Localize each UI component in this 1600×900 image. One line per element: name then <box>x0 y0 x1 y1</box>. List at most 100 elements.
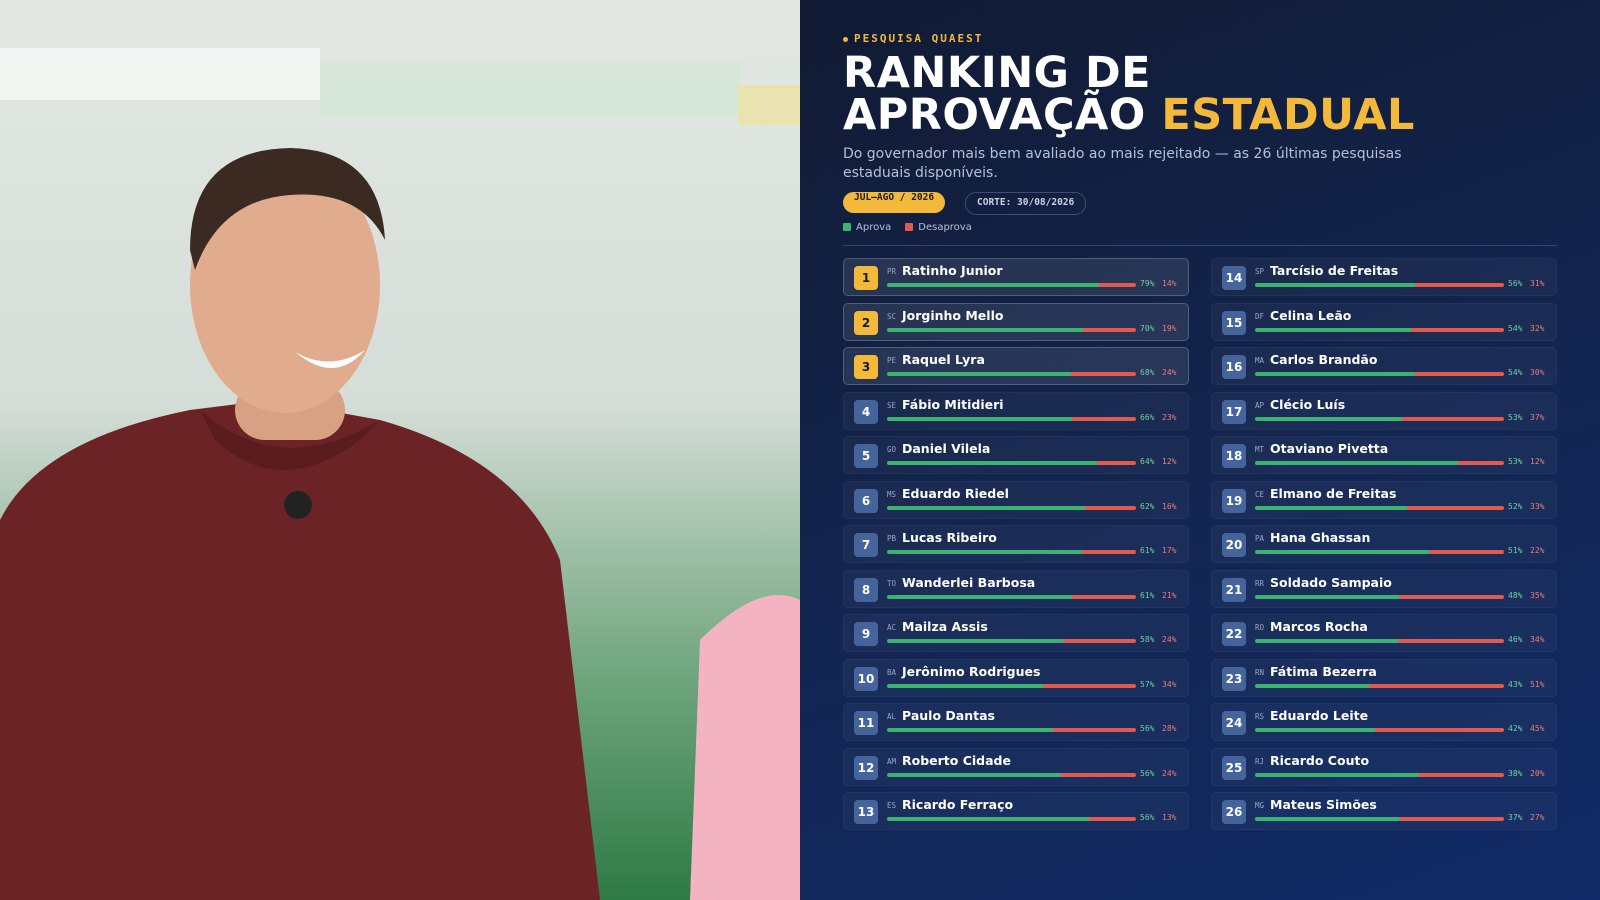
approve-label: 56% <box>1508 279 1523 288</box>
approve-segment <box>887 372 1072 376</box>
ranking-row: 23 RN Fátima Bezerra 43% 51% <box>1211 658 1557 697</box>
disapprove-segment <box>1428 550 1504 554</box>
approve-label: 38% <box>1508 768 1523 778</box>
ranking-row: 1 PR Ratinho Junior 79% 14% <box>843 258 1189 296</box>
second-person <box>690 595 800 900</box>
photo <box>0 0 800 900</box>
state-code: RO <box>1255 623 1265 632</box>
disapprove-segment <box>1082 327 1136 332</box>
approval-bar <box>887 550 1136 554</box>
rank-badge: 16 <box>1222 355 1246 379</box>
rank-badge: 11 <box>854 711 878 735</box>
state-code: TO <box>887 578 897 588</box>
disapprove-segment <box>1375 728 1504 732</box>
approve-segment <box>887 772 1062 777</box>
disapprove-segment <box>1063 639 1136 643</box>
person-head <box>190 157 380 413</box>
ranking-row: 10 BA Jerônimo Rodrigues 57% 34% <box>843 658 1189 697</box>
ranking-row: 16 MA Carlos Brandão 54% 30% <box>1211 347 1557 385</box>
disapprove-label: 21% <box>1162 590 1177 600</box>
state-code: DF <box>1255 311 1265 321</box>
approval-bar <box>887 772 1136 777</box>
governor-name: Fábio Mitidieri <box>902 396 1004 412</box>
governor-name: Celina Leão <box>1270 307 1352 323</box>
approve-label: 64% <box>1140 457 1155 466</box>
state-code: PA <box>1255 534 1265 543</box>
disapprove-segment <box>1418 772 1504 777</box>
governor-name: Jerônimo Rodrigues <box>902 663 1041 679</box>
disapprove-label: 16% <box>1162 501 1177 511</box>
disapprove-label: 33% <box>1530 501 1545 511</box>
ranking-row: 5 GO Daniel Vilela 64% 12% <box>843 436 1189 474</box>
ranking-row: 7 PB Lucas Ribeiro 61% 17% <box>843 525 1189 563</box>
approve-label: 51% <box>1508 546 1523 555</box>
governor-name: Ricardo Ferraço <box>902 797 1014 812</box>
disapprove-segment <box>1401 416 1504 421</box>
approve-label: 68% <box>1140 368 1155 377</box>
title-text: APROVAÇÃO <box>843 90 1146 140</box>
state-code: MA <box>1255 356 1265 365</box>
ranking-row: 18 MT Otaviano Pivetta 53% 12% <box>1211 436 1557 474</box>
approve-segment <box>887 817 1090 821</box>
approve-label: 37% <box>1508 813 1523 822</box>
title-highlight: ESTADUAL <box>1161 90 1415 140</box>
governor-name: Wanderlei Barbosa <box>902 574 1036 590</box>
divider <box>843 245 1557 246</box>
approval-bar <box>887 594 1136 599</box>
disapprove-segment <box>1096 461 1136 465</box>
approve-segment <box>887 728 1053 732</box>
approve-segment <box>1255 372 1416 376</box>
disapprove-label: 23% <box>1162 412 1177 422</box>
title-line: RANKING DE <box>843 48 1152 98</box>
disapprove-segment <box>1071 372 1136 376</box>
approve-segment <box>1255 327 1412 332</box>
approval-bar <box>1255 594 1504 599</box>
governor-name: Raquel Lyra <box>902 352 985 367</box>
state-code: CE <box>1255 489 1265 499</box>
disapprove-label: 14% <box>1162 279 1177 288</box>
legend-entry: Desaprova <box>905 222 972 233</box>
disapprove-label: 32% <box>1530 323 1545 333</box>
approve-segment <box>887 550 1082 554</box>
disapprove-segment <box>1399 594 1504 599</box>
ranking-row: 24 RS Eduardo Leite 42% 45% <box>1211 703 1557 741</box>
disapprove-segment <box>1072 594 1136 599</box>
governor-name: Otaviano Pivetta <box>1270 441 1389 456</box>
disapprove-label: 17% <box>1162 546 1177 555</box>
approval-bar <box>1255 817 1504 821</box>
person-shirt <box>0 400 600 900</box>
approve-segment <box>1255 550 1429 554</box>
rank-badge: 3 <box>854 355 878 379</box>
governor-name: Eduardo Leite <box>1270 708 1369 723</box>
cutoff-pill: CORTE: 30/08/2026 <box>965 192 1087 215</box>
governor-name: Fátima Bezerra <box>1270 663 1377 679</box>
governor-name: Soldado Sampaio <box>1270 574 1392 590</box>
disapprove-label: 30% <box>1530 368 1545 377</box>
approve-label: 56% <box>1140 768 1155 778</box>
ranking-row: 3 PE Raquel Lyra 68% 24% <box>843 347 1189 385</box>
governor-name: Carlos Brandão <box>1270 352 1378 367</box>
ranking-row: 13 ES Ricardo Ferraço 56% 13% <box>843 792 1189 830</box>
approve-label: 79% <box>1140 279 1155 288</box>
governor-name: Hana Ghassan <box>1270 530 1371 545</box>
approve-label: 56% <box>1140 813 1155 822</box>
approve-segment <box>887 594 1073 599</box>
disapprove-label: 45% <box>1530 724 1545 733</box>
approve-segment <box>1255 772 1419 777</box>
ranking-row: 2 SC Jorginho Mello 70% 19% <box>843 302 1189 341</box>
disapprove-segment <box>1368 683 1504 688</box>
disapprove-label: 24% <box>1162 635 1177 644</box>
disapprove-segment <box>1458 461 1504 465</box>
state-code: RN <box>1255 667 1265 677</box>
approve-label: 58% <box>1140 635 1155 644</box>
approval-bar <box>887 461 1136 465</box>
rank-badge: 17 <box>1222 399 1246 424</box>
approval-bar <box>1255 327 1504 332</box>
period-pill: JUL–AGO / 2026 <box>843 192 946 213</box>
ranking-row: 9 AC Mailza Assis 58% 24% <box>843 614 1189 652</box>
rank-badge: 14 <box>1222 266 1246 290</box>
approve-segment <box>887 461 1097 465</box>
rank-badge: 20 <box>1222 533 1246 557</box>
governor-name: Marcos Rocha <box>1270 619 1368 634</box>
governor-name: Tarcísio de Freitas <box>1270 263 1399 278</box>
